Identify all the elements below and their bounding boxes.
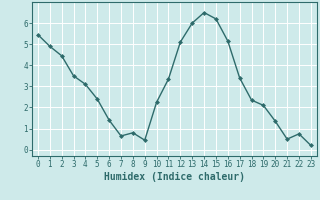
X-axis label: Humidex (Indice chaleur): Humidex (Indice chaleur): [104, 172, 245, 182]
